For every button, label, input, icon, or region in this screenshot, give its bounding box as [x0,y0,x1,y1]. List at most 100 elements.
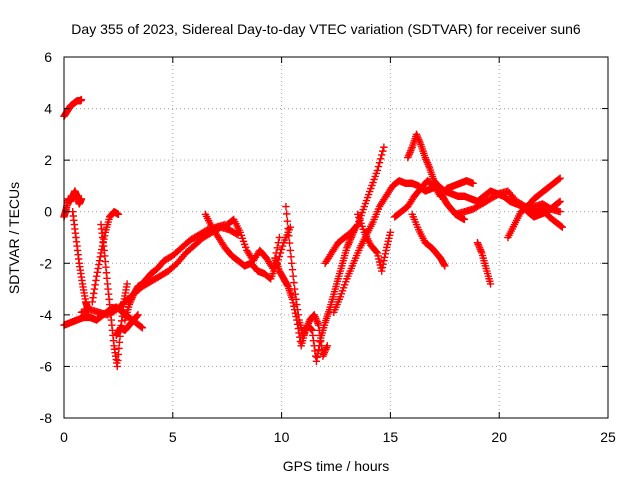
grid [64,57,608,418]
chart-title: Day 355 of 2023, Sidereal Day-to-day VTE… [71,21,581,37]
data-point [372,169,380,178]
series-arc-13 [282,202,360,365]
series-arc-8 [112,311,142,340]
data-point [357,219,365,228]
data-point [366,187,374,196]
data-point [314,349,322,358]
data-point [336,293,345,301]
data-point [370,175,378,184]
x-tick-label: 0 [60,429,68,445]
data-point [240,240,249,249]
data-point [369,178,377,187]
data-point [382,246,390,255]
series-arc-7 [97,220,131,371]
data-point [356,216,364,225]
data-point [375,159,384,167]
data-point [372,247,380,256]
data-point [77,95,86,104]
y-tick-label: 4 [44,101,52,117]
series-arc-17 [404,130,469,224]
data-point [441,262,449,270]
data-point [342,278,350,286]
data-point [293,306,302,314]
data-point [286,246,295,255]
data-point [380,257,388,265]
data-point [115,338,124,347]
data-point [236,228,244,237]
data-point [371,172,379,181]
data-point [95,257,104,265]
data-point [354,210,362,218]
series-arc-16 [354,210,395,275]
data-point [383,240,392,249]
data-point [114,356,122,365]
y-tick-label: 0 [44,204,52,220]
data-point [138,324,147,332]
data-point [269,264,277,273]
data-point [92,276,100,285]
data-point [314,345,323,354]
data-point [134,311,142,319]
data-point [376,155,385,163]
data-point [385,234,393,243]
data-point [555,175,563,183]
data-point [90,285,99,293]
data-point [285,239,294,247]
data-point [91,281,99,289]
data-point [275,233,284,242]
data-point [239,237,248,246]
data-point [315,342,324,350]
data-point [294,311,302,319]
axis-ticks: 0 5 10 15 20 25 -8 -6 -4 -2 0 2 4 6 [40,49,616,445]
data-point [307,325,316,334]
data-point [288,259,296,267]
data-point [374,162,383,171]
data-point [316,338,324,346]
data-point [137,323,145,331]
data-point [363,193,372,202]
series-arc-19 [408,210,449,270]
data-point [469,179,477,188]
data-point [241,243,250,252]
data-point [361,199,370,208]
data-point [238,234,247,243]
data-point [114,350,123,359]
data-point [381,250,390,258]
series-arc-1 [60,95,86,121]
data-point [309,331,317,340]
y-tick-label: 6 [44,49,52,65]
data-point [380,143,388,151]
data-point [123,280,131,288]
data-point [314,321,323,329]
data-point [555,198,563,206]
data-point [383,243,391,252]
data-point [374,252,382,260]
data-point [282,210,291,218]
plot-frame [63,56,609,419]
series-arc-23 [517,197,564,221]
y-tick-label: 2 [44,152,52,168]
x-tick-label: 10 [274,429,290,445]
x-axis-label: GPS time / hours [283,458,390,474]
series-arc-9 [121,220,229,324]
x-tick-label: 5 [169,429,177,445]
data-point [358,222,366,231]
data-point [341,281,349,289]
y-tick-label: -6 [40,358,53,374]
data-point [380,253,389,261]
data-point [373,166,382,175]
data-point [291,290,300,298]
data-point [114,210,123,218]
data-point [355,213,363,222]
data-point [96,253,104,261]
data-point [278,242,287,250]
data-point [367,184,375,193]
data-points [60,95,567,371]
data-point [284,224,292,233]
data-point [358,208,366,217]
series-arc-2 [60,187,86,221]
y-tick-label: -2 [40,255,53,271]
data-point [95,260,103,269]
data-point [486,280,495,288]
series-arc-14 [321,143,388,267]
